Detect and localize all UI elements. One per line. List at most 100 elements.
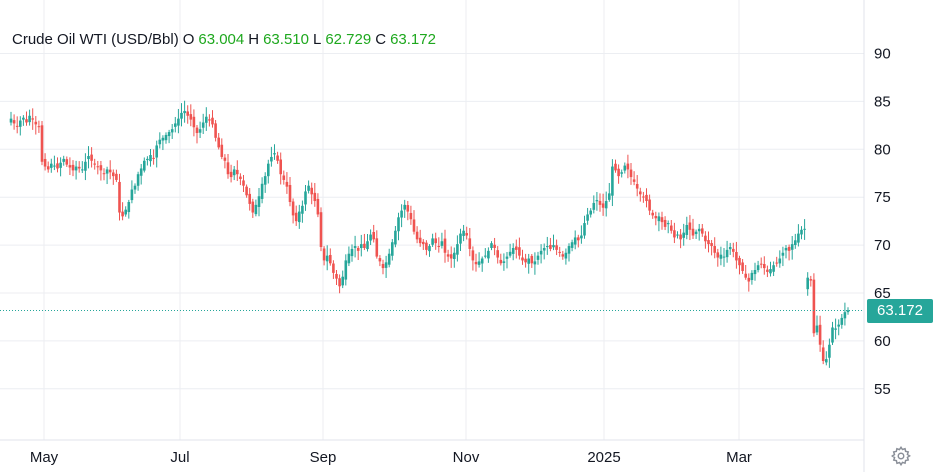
candle-body	[338, 278, 341, 287]
candle-body	[747, 277, 751, 282]
candle-body	[533, 261, 537, 265]
candle-body	[353, 246, 357, 248]
candle-body	[484, 255, 487, 257]
candle-body	[428, 246, 431, 252]
candle-body	[375, 238, 379, 257]
candle-body	[59, 162, 62, 168]
candle-body	[837, 324, 840, 327]
candle-body	[639, 191, 642, 195]
candle-body	[713, 246, 716, 253]
candle-body	[632, 179, 636, 182]
candle-body	[515, 246, 518, 250]
candle-body	[818, 324, 822, 345]
candle-body	[558, 251, 561, 253]
candle-body	[422, 241, 425, 245]
candle-body	[691, 228, 695, 236]
candle-body	[56, 163, 59, 169]
candle-body	[409, 212, 413, 220]
candle-body	[74, 166, 78, 171]
candle-body	[487, 250, 490, 259]
candle-body	[31, 118, 34, 120]
candle-body	[347, 253, 351, 264]
candle-body	[623, 165, 627, 171]
candle-body	[549, 244, 552, 249]
candle-body	[685, 224, 689, 235]
candle-body	[329, 254, 332, 264]
candle-body	[456, 244, 459, 255]
y-tick-label: 55	[874, 381, 891, 398]
candle-body	[105, 169, 109, 174]
candle-body	[620, 172, 623, 174]
candle-body	[462, 230, 465, 236]
x-tick-label: 2025	[587, 449, 620, 466]
candle-body	[697, 228, 701, 232]
candle-body	[465, 233, 468, 236]
candle-body	[62, 158, 65, 162]
candle-body	[511, 247, 515, 254]
candle-body	[387, 253, 391, 265]
candle-body	[77, 166, 81, 169]
candle-body	[322, 248, 326, 261]
candle-body	[189, 114, 193, 120]
candle-body	[40, 125, 44, 162]
candle-body	[790, 244, 794, 250]
candle-body	[592, 202, 596, 210]
candle-body	[251, 201, 255, 213]
candle-body	[344, 260, 348, 280]
candle-body	[812, 279, 816, 334]
candle-body	[431, 238, 434, 245]
candle-body	[43, 158, 47, 167]
candle-body	[546, 246, 549, 248]
candle-body	[25, 119, 28, 123]
candle-body	[102, 173, 106, 175]
candle-body	[205, 116, 208, 123]
candle-body	[257, 196, 261, 208]
candle-body	[108, 169, 112, 173]
candle-body	[741, 262, 744, 271]
candle-body	[809, 279, 813, 281]
candle-body	[276, 155, 279, 161]
candle-body	[694, 231, 698, 235]
candle-body	[143, 160, 146, 171]
candle-body	[434, 238, 437, 244]
candle-body	[797, 233, 800, 243]
candle-body	[446, 254, 450, 257]
candle-body	[369, 234, 372, 241]
candle-body	[90, 154, 93, 161]
candle-body	[474, 261, 478, 265]
candle-body	[536, 255, 540, 260]
candle-body	[341, 276, 344, 286]
candle-body	[781, 252, 785, 256]
candle-body	[688, 222, 692, 230]
y-tick-label: 70	[874, 237, 891, 254]
candle-body	[784, 247, 788, 251]
candle-body	[766, 269, 769, 272]
candle-body	[701, 228, 704, 234]
candle-body	[319, 212, 323, 248]
candle-body	[28, 115, 31, 123]
candle-body	[381, 263, 385, 269]
candle-body	[642, 196, 645, 198]
candle-body	[211, 117, 214, 125]
candle-body	[648, 199, 651, 211]
candle-body	[787, 246, 791, 251]
candle-body	[443, 238, 447, 253]
candle-body	[707, 240, 710, 245]
candle-body	[660, 217, 664, 223]
candle-body	[604, 201, 608, 209]
candle-body	[124, 209, 127, 215]
candle-body	[663, 219, 667, 227]
y-tick-label: 75	[874, 189, 891, 206]
gear-icon[interactable]	[890, 445, 912, 467]
candle-body	[397, 217, 400, 232]
legend-open-value: 63.004	[198, 31, 245, 48]
candle-body	[50, 163, 53, 168]
candle-body	[133, 185, 137, 190]
candle-body	[161, 137, 165, 141]
candle-body	[220, 144, 224, 157]
candle-body	[716, 252, 720, 258]
candle-body	[772, 265, 775, 272]
candle-body	[629, 169, 633, 178]
candle-body	[263, 176, 267, 185]
